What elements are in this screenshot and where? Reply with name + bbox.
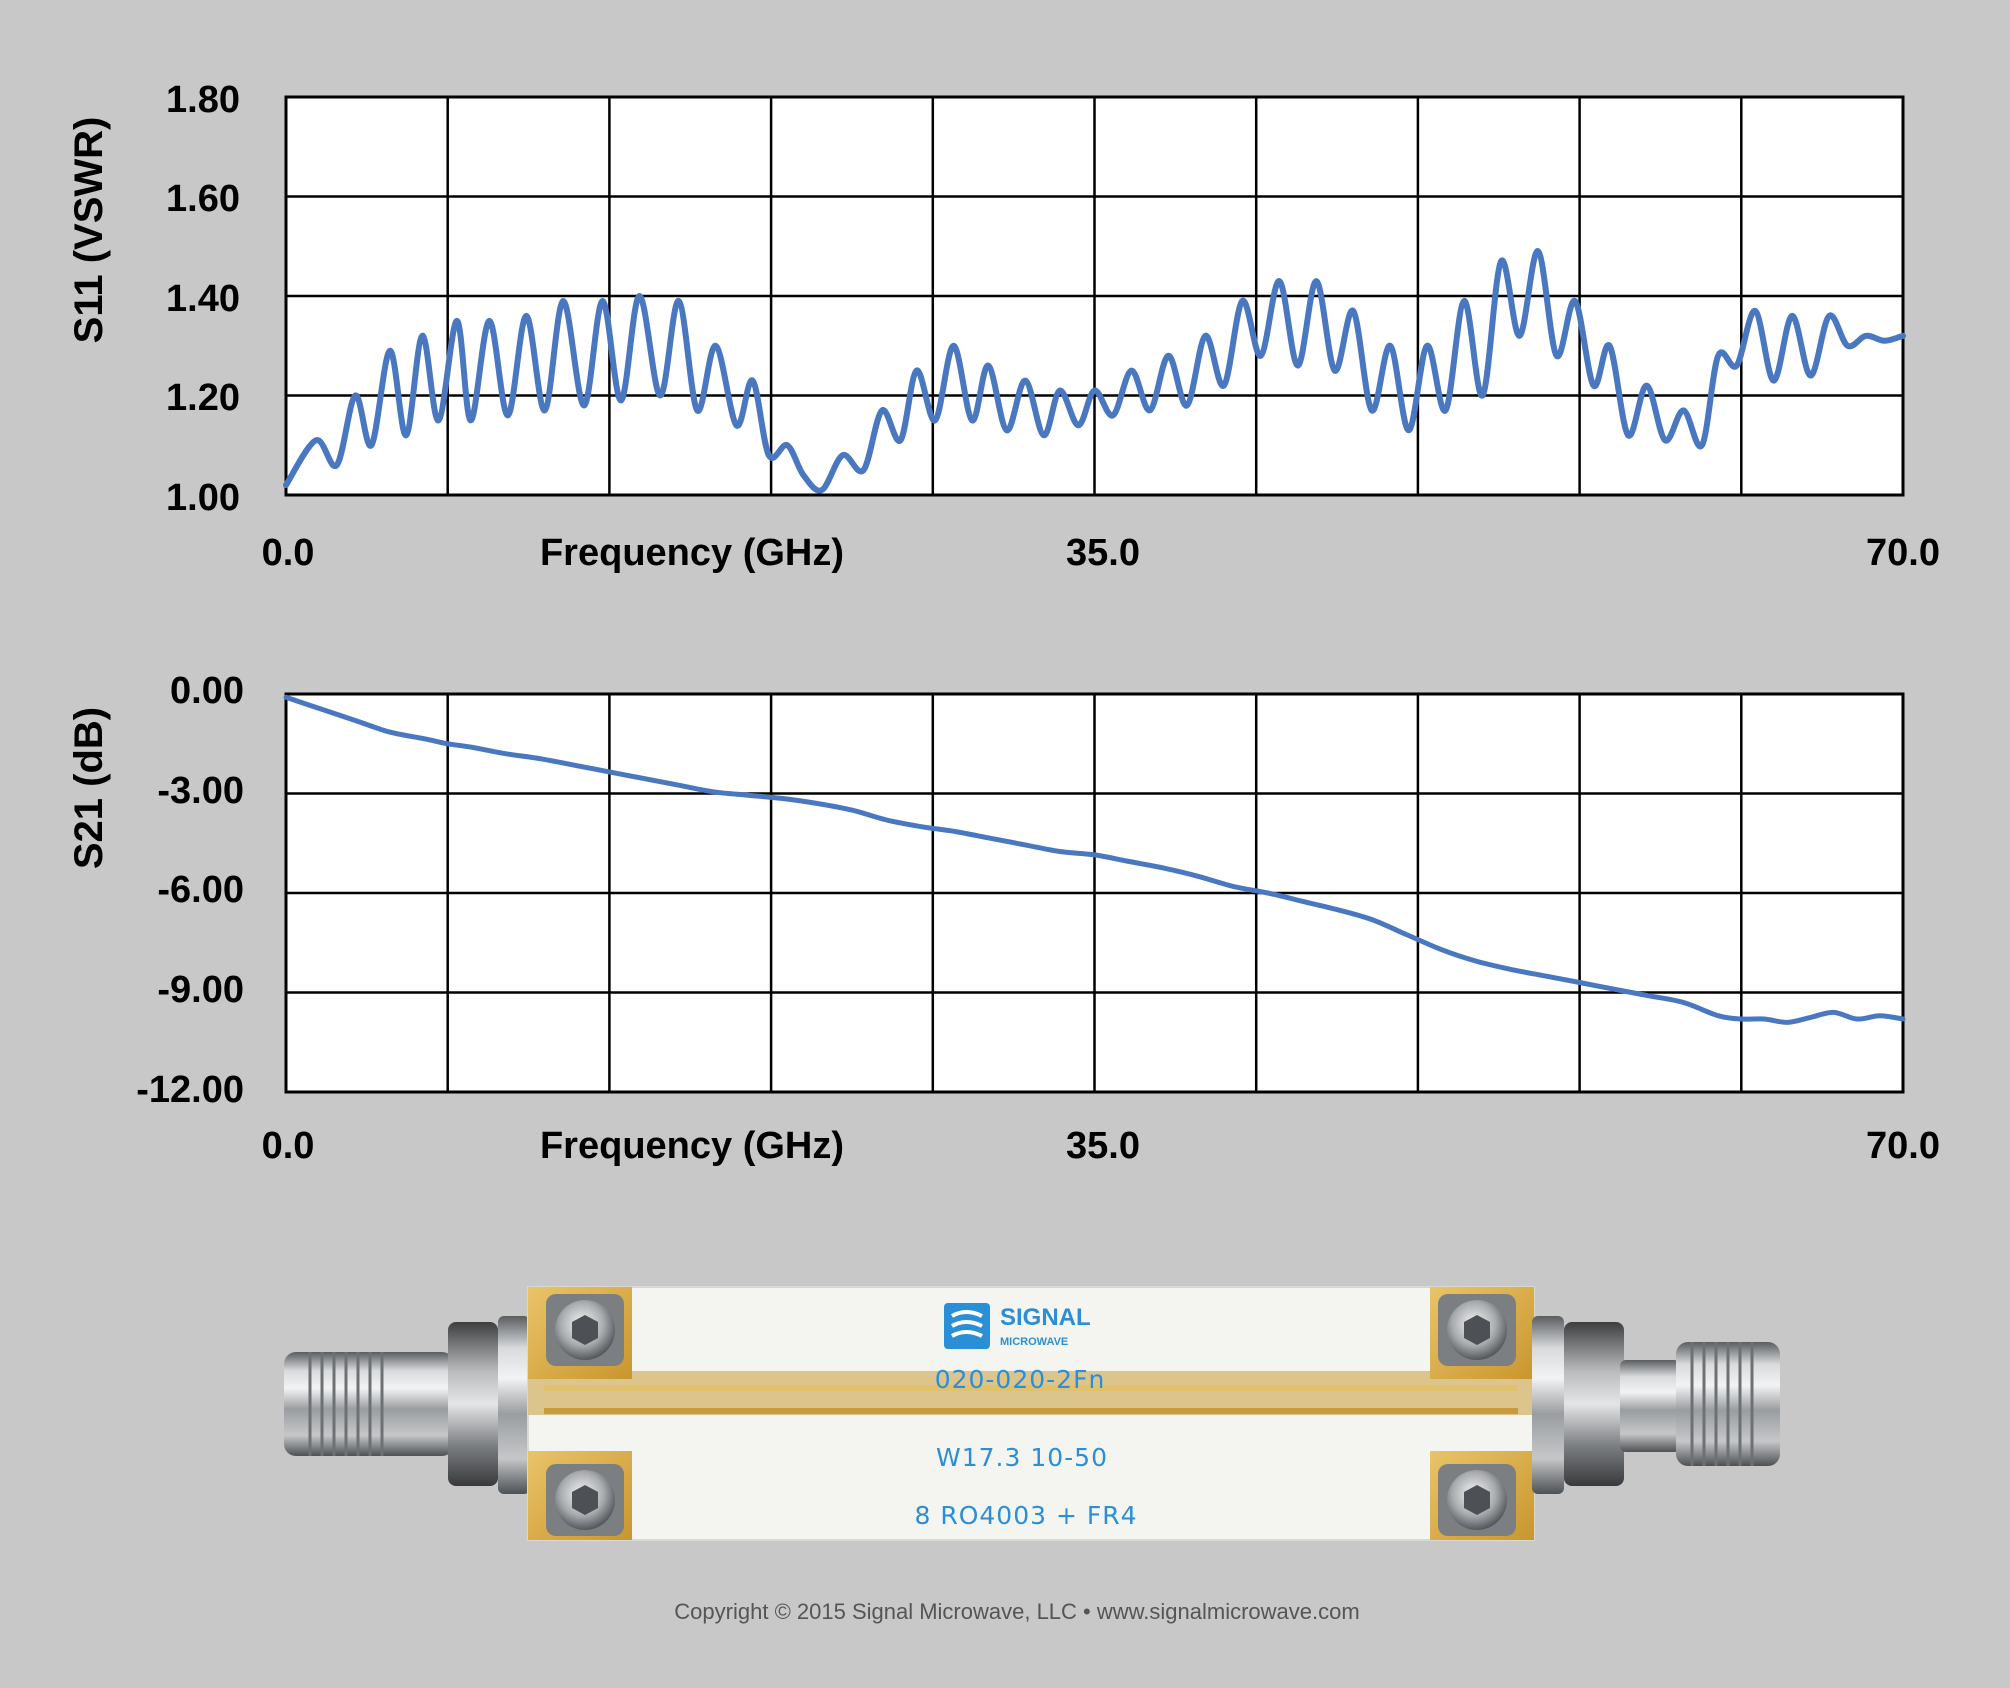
board-label-code: W17.3 10-50 <box>936 1443 1108 1472</box>
s21-ytick-1: 0.00 <box>170 670 244 712</box>
s11-y-axis-label: S11 (VSWR) <box>67 117 111 344</box>
right-connector <box>1532 1316 1780 1494</box>
s11-ytick-3: 1.40 <box>166 278 240 320</box>
s11-chart: S11 (VSWR) 1.80 1.60 1.40 1.20 1.00 0.0 … <box>67 79 1940 574</box>
board-label-material: 8 RO4003 + FR4 <box>914 1501 1137 1530</box>
product-image: SIGNAL MICROWAVE 020-020-2Fn W17.3 10-50… <box>284 1286 1780 1541</box>
s21-series-line <box>283 694 1906 1025</box>
s11-ytick-5: 1.00 <box>166 477 240 519</box>
s11-xtick-1: 0.0 <box>262 532 315 574</box>
s11-xtick-3: 70.0 <box>1866 532 1940 574</box>
svg-text:SIGNAL: SIGNAL <box>1000 1304 1091 1331</box>
s11-plot-border <box>284 95 1905 497</box>
screw <box>546 1464 624 1536</box>
s11-ytick-2: 1.60 <box>166 178 240 220</box>
s21-chart: S21 (dB) 0.00 -3.00 -6.00 -9.00 -12.00 0… <box>67 670 1940 1167</box>
s21-ytick-2: -3.00 <box>157 770 244 812</box>
s11-ytick-1: 1.80 <box>166 79 240 121</box>
s21-xtick-3: 70.0 <box>1866 1125 1940 1167</box>
s21-y-axis-label: S21 (dB) <box>67 707 111 869</box>
screw <box>1438 1294 1516 1366</box>
s21-x-axis-label: Frequency (GHz) <box>540 1125 844 1167</box>
s11-x-axis-label: Frequency (GHz) <box>540 532 844 574</box>
s21-ytick-5: -12.00 <box>136 1069 244 1111</box>
signal-microwave-logo: SIGNAL MICROWAVE <box>944 1303 1091 1349</box>
s21-plot-border <box>284 692 1905 1094</box>
s21-xtick-2: 35.0 <box>1066 1125 1140 1167</box>
s11-ytick-4: 1.20 <box>166 377 240 419</box>
s11-grid <box>286 97 1903 495</box>
s21-ytick-3: -6.00 <box>157 869 244 911</box>
s11-series-line <box>283 248 1906 494</box>
board-label-part-number: 020-020-2Fn <box>935 1365 1106 1394</box>
screw <box>546 1294 624 1366</box>
s21-ytick-4: -9.00 <box>157 969 244 1011</box>
s11-xtick-2: 35.0 <box>1066 532 1140 574</box>
svg-text:MICROWAVE: MICROWAVE <box>1000 1336 1068 1348</box>
left-connector <box>284 1316 530 1494</box>
screw <box>1438 1464 1516 1536</box>
s21-xtick-1: 0.0 <box>262 1125 315 1167</box>
copyright-notice: Copyright © 2015 Signal Microwave, LLC •… <box>674 1599 1359 1624</box>
pcb-board: SIGNAL MICROWAVE 020-020-2Fn W17.3 10-50… <box>527 1286 1535 1541</box>
